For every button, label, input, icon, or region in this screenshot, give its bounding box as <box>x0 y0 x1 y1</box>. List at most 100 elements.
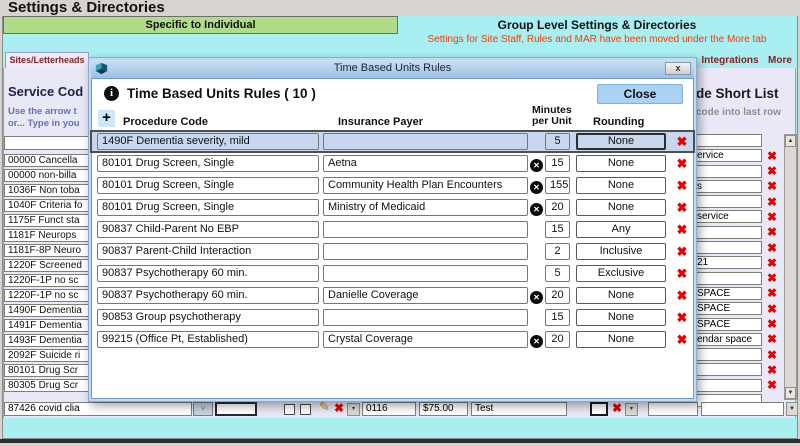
service-code-item[interactable]: 80101 Drug Scr <box>4 364 92 377</box>
procedure-code-field[interactable]: 90837 Psychotherapy 60 min. <box>97 287 319 304</box>
clear-payer-icon[interactable]: ✕ <box>530 334 543 348</box>
scroll-down-icon[interactable]: ▼ <box>785 387 796 399</box>
insurance-payer-field[interactable]: Community Health Plan Encounters <box>323 177 528 194</box>
rounding-button[interactable]: None <box>576 309 666 326</box>
tab-sites-letterheads[interactable]: Sites/Letterheads <box>5 52 89 68</box>
minutes-per-unit-field[interactable]: 15 <box>545 221 570 238</box>
short-list-cell[interactable]: SPACE <box>694 302 762 316</box>
minutes-per-unit-field[interactable]: 20 <box>545 331 570 348</box>
tab-more[interactable]: More <box>768 55 792 66</box>
procedure-code-field[interactable]: 90837 Parent-Child Interaction <box>97 243 319 260</box>
delete-icon[interactable]: ✖ <box>766 255 778 270</box>
short-list-cell[interactable]: 21 <box>694 256 762 270</box>
bottom-extra-field-2[interactable] <box>701 402 784 416</box>
procedure-code-field[interactable]: 80101 Drug Screen, Single <box>97 177 319 194</box>
delete-icon[interactable]: ✖ <box>766 209 778 224</box>
short-list-scrollbar[interactable]: ▲ ▼ <box>784 134 797 400</box>
minutes-per-unit-field[interactable]: 155 <box>545 177 570 194</box>
delete-icon[interactable]: ✖ <box>766 347 778 362</box>
rule-row-selected[interactable]: 1490F Dementia severity, mild ✕ 5 None ✖ <box>90 130 695 153</box>
rule-row[interactable]: 90837 Parent-Child Interaction ✕ 2 Inclu… <box>92 242 693 261</box>
scroll-up-icon[interactable]: ▲ <box>785 135 796 147</box>
clear-payer-icon[interactable]: ✕ <box>530 290 543 304</box>
minutes-per-unit-field[interactable]: 15 <box>545 309 570 326</box>
minutes-per-unit-field[interactable]: 15 <box>545 155 570 172</box>
procedure-code-field[interactable]: 90837 Psychotherapy 60 min. <box>97 265 319 282</box>
short-list-cell[interactable] <box>694 134 762 147</box>
bottom-small-field[interactable] <box>590 402 608 416</box>
edit-pencil-icon[interactable]: ✎ <box>319 399 330 414</box>
delete-icon[interactable]: ✖ <box>766 164 778 179</box>
insurance-payer-field[interactable] <box>323 265 528 282</box>
service-code-item[interactable]: 80305 Drug Scr <box>4 379 92 392</box>
service-code-item[interactable]: 1181F Neurops <box>4 229 92 242</box>
delete-icon[interactable]: ✖ <box>766 378 778 393</box>
insurance-payer-field[interactable] <box>323 309 528 326</box>
delete-icon[interactable]: ✖ <box>766 179 778 194</box>
service-code-item[interactable]: 1181F-8P Neuro <box>4 244 92 257</box>
delete-icon[interactable]: ✖ <box>766 301 778 316</box>
delete-rule-icon[interactable]: ✖ <box>676 155 688 171</box>
rounding-button[interactable]: Inclusive <box>576 243 666 260</box>
rule-row[interactable]: 90837 Child-Parent No EBP ✕ 15 Any ✖ <box>92 220 693 239</box>
delete-icon[interactable]: ✖ <box>766 148 778 163</box>
delete-icon[interactable]: ✖ <box>334 401 345 415</box>
minutes-per-unit-field[interactable]: 2 <box>545 243 570 260</box>
insurance-payer-field[interactable]: Crystal Coverage <box>323 331 528 348</box>
short-list-cell[interactable]: SPACE <box>694 317 762 331</box>
spinner-icon[interactable]: ▾ <box>625 403 638 416</box>
minutes-per-unit-field[interactable]: 20 <box>545 199 570 216</box>
insurance-payer-field[interactable]: Ministry of Medicaid <box>323 199 528 216</box>
short-list-cell[interactable] <box>694 271 762 285</box>
rule-row[interactable]: 80101 Drug Screen, Single Aetna ✕ 15 Non… <box>92 154 693 173</box>
short-list-cell[interactable] <box>694 164 762 178</box>
short-list-cell[interactable]: SPACE <box>694 286 762 300</box>
dropdown-arrow-icon[interactable]: ▼ <box>786 402 798 416</box>
insurance-payer-field[interactable]: Danielle Coverage <box>323 287 528 304</box>
procedure-code-field[interactable]: 80101 Drug Screen, Single <box>97 199 319 216</box>
short-list-cell[interactable] <box>694 241 762 255</box>
spinner-icon[interactable]: ▾ <box>347 403 360 416</box>
clear-payer-icon[interactable]: ✕ <box>530 202 543 216</box>
procedure-code-field[interactable]: 90837 Child-Parent No EBP <box>97 221 319 238</box>
service-code-entry-field[interactable] <box>4 136 91 150</box>
rounding-button[interactable]: None <box>576 133 666 150</box>
procedure-code-field[interactable]: 99215 (Office Pt, Established) <box>97 331 319 348</box>
short-list-cell[interactable] <box>694 348 762 362</box>
rule-row[interactable]: 90837 Psychotherapy 60 min. ✕ 5 Exclusiv… <box>92 264 693 283</box>
delete-rule-icon[interactable]: ✖ <box>676 309 688 325</box>
rounding-button[interactable]: Any <box>576 221 666 238</box>
service-code-item[interactable]: 00000 non-billa <box>4 169 92 182</box>
rounding-button[interactable]: None <box>576 155 666 172</box>
rule-row[interactable]: 99215 (Office Pt, Established) Crystal C… <box>92 330 693 349</box>
bottom-code-item[interactable]: 87426 covid clia <box>4 402 192 416</box>
rounding-button[interactable]: None <box>576 177 666 194</box>
tab-specific-to-individual[interactable]: Specific to Individual <box>3 16 398 34</box>
delete-rule-icon[interactable]: ✖ <box>676 265 688 281</box>
service-code-item[interactable]: 1493F Dementia <box>4 334 92 347</box>
dialog-titlebar[interactable]: Time Based Units Rules x <box>91 60 694 78</box>
clear-payer-icon[interactable]: ✕ <box>530 180 543 194</box>
delete-rule-icon[interactable]: ✖ <box>676 331 688 347</box>
service-code-item[interactable]: 1040F Criteria fo <box>4 199 92 212</box>
rounding-button[interactable]: None <box>576 199 666 216</box>
delete-rule-icon[interactable]: ✖ <box>676 221 688 237</box>
short-list-cell[interactable] <box>694 378 762 392</box>
short-list-cell[interactable]: service <box>694 210 762 224</box>
procedure-code-field[interactable]: 1490F Dementia severity, mild <box>97 133 319 150</box>
short-list-cell[interactable]: endar space <box>694 332 762 346</box>
minutes-per-unit-field[interactable]: 5 <box>545 133 570 150</box>
delete-rule-icon[interactable]: ✖ <box>676 199 688 215</box>
delete-rule-icon[interactable]: ✖ <box>676 177 688 193</box>
rule-row[interactable]: 80101 Drug Screen, Single Ministry of Me… <box>92 198 693 217</box>
bottom-name-field[interactable]: Test <box>471 402 567 416</box>
service-code-item[interactable]: 1491F Dementia <box>4 319 92 332</box>
minutes-per-unit-field[interactable]: 20 <box>545 287 570 304</box>
delete-icon[interactable]: ✖ <box>766 225 778 240</box>
delete-icon[interactable]: ✖ <box>612 401 623 415</box>
tab-integrations[interactable]: Integrations <box>701 55 759 66</box>
service-code-item[interactable]: 1036F Non toba <box>4 184 92 197</box>
short-list-cell[interactable]: s <box>694 179 762 193</box>
delete-icon[interactable]: ✖ <box>766 286 778 301</box>
delete-icon[interactable]: ✖ <box>766 317 778 332</box>
